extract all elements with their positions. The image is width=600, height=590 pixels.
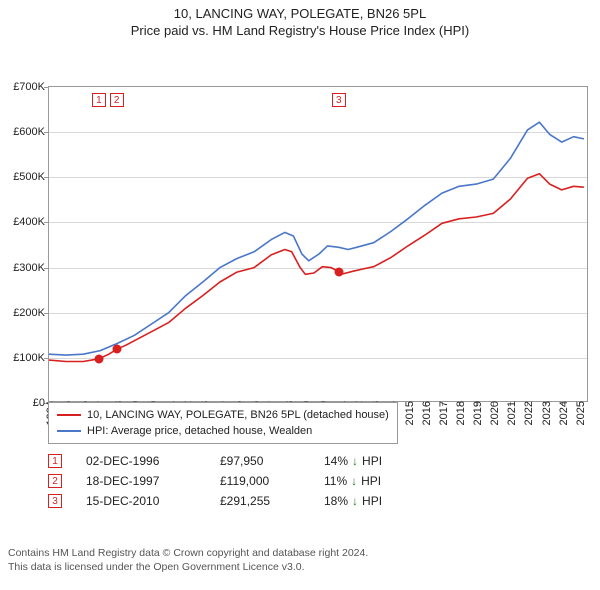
y-axis-label: £300K: [13, 262, 49, 274]
sales-delta: 14% HPI: [324, 454, 382, 468]
sales-delta-label: HPI: [362, 494, 382, 508]
sales-row: 2 18-DEC-1997 £119,000 11% HPI: [48, 474, 382, 488]
x-axis-label: 2023: [537, 401, 553, 425]
chart-area: £0£100K£200K£300K£400K£500K£600K£700K199…: [0, 40, 600, 440]
legend-label: HPI: Average price, detached house, Weal…: [87, 423, 312, 439]
plot-region: £0£100K£200K£300K£400K£500K£600K£700K199…: [48, 86, 588, 402]
chart-title: 10, LANCING WAY, POLEGATE, BN26 5PL: [0, 6, 600, 21]
sales-date: 15-DEC-2010: [86, 494, 196, 508]
sales-price: £97,950: [220, 454, 300, 468]
y-axis-label: £100K: [13, 352, 49, 364]
y-axis-label: £400K: [13, 216, 49, 228]
sales-price: £291,255: [220, 494, 300, 508]
legend-swatch: [57, 414, 81, 416]
sale-marker-dot: [94, 354, 103, 363]
chart-container: 10, LANCING WAY, POLEGATE, BN26 5PL Pric…: [0, 0, 600, 590]
sales-delta-pct: 14%: [324, 454, 348, 468]
sales-date: 18-DEC-1997: [86, 474, 196, 488]
x-axis-label: 2017: [434, 401, 450, 425]
sales-marker: 2: [48, 474, 62, 488]
x-axis-label: 2018: [451, 401, 467, 425]
sales-marker: 3: [48, 494, 62, 508]
sales-delta-label: HPI: [361, 474, 381, 488]
x-axis-label: 2019: [468, 401, 484, 425]
series-line-address_price: [49, 174, 584, 362]
legend-row: HPI: Average price, detached house, Weal…: [57, 423, 389, 439]
sales-delta-label: HPI: [362, 454, 382, 468]
chart-subtitle: Price paid vs. HM Land Registry's House …: [0, 23, 600, 38]
x-axis-label: 2015: [400, 401, 416, 425]
x-axis-label: 2024: [554, 401, 570, 425]
y-axis-label: £500K: [13, 171, 49, 183]
sales-delta-pct: 18%: [324, 494, 348, 508]
sales-row: 1 02-DEC-1996 £97,950 14% HPI: [48, 454, 382, 468]
x-axis-label: 2025: [571, 401, 587, 425]
x-axis-label: 2022: [519, 401, 535, 425]
x-axis-label: 2020: [485, 401, 501, 425]
x-axis-label: 2016: [417, 401, 433, 425]
y-axis-label: £600K: [13, 126, 49, 138]
sales-table: 1 02-DEC-1996 £97,950 14% HPI 2 18-DEC-1997 £11…: [48, 448, 382, 514]
legend-label: 10, LANCING WAY, POLEGATE, BN26 5PL (det…: [87, 407, 389, 423]
sales-delta-pct: 11%: [324, 474, 347, 488]
sales-marker: 1: [48, 454, 62, 468]
sales-delta: 11% HPI: [324, 474, 381, 488]
x-axis-label: 2021: [502, 401, 518, 425]
sales-row: 3 15-DEC-2010 £291,255 18% HPI: [48, 494, 382, 508]
sale-marker-dot: [112, 345, 121, 354]
y-axis-label: £700K: [13, 81, 49, 93]
sales-delta: 18% HPI: [324, 494, 382, 508]
sales-date: 02-DEC-1996: [86, 454, 196, 468]
arrow-down-icon: [352, 494, 358, 508]
attribution-footer: Contains HM Land Registry data © Crown c…: [8, 546, 592, 574]
arrow-down-icon: [351, 474, 357, 488]
legend-row: 10, LANCING WAY, POLEGATE, BN26 5PL (det…: [57, 407, 389, 423]
legend: 10, LANCING WAY, POLEGATE, BN26 5PL (det…: [48, 402, 398, 444]
sale-marker-box: 1: [92, 93, 106, 107]
arrow-down-icon: [352, 454, 358, 468]
line-layer: [49, 87, 589, 403]
footer-line-2: This data is licensed under the Open Gov…: [8, 560, 592, 574]
sale-marker-dot: [334, 267, 343, 276]
footer-line-1: Contains HM Land Registry data © Crown c…: [8, 546, 592, 560]
y-axis-label: £200K: [13, 307, 49, 319]
series-line-hpi: [49, 122, 584, 355]
sale-marker-box: 3: [332, 93, 346, 107]
title-block: 10, LANCING WAY, POLEGATE, BN26 5PL Pric…: [0, 0, 600, 40]
sale-marker-box: 2: [110, 93, 124, 107]
legend-swatch: [57, 430, 81, 432]
sales-price: £119,000: [220, 474, 300, 488]
